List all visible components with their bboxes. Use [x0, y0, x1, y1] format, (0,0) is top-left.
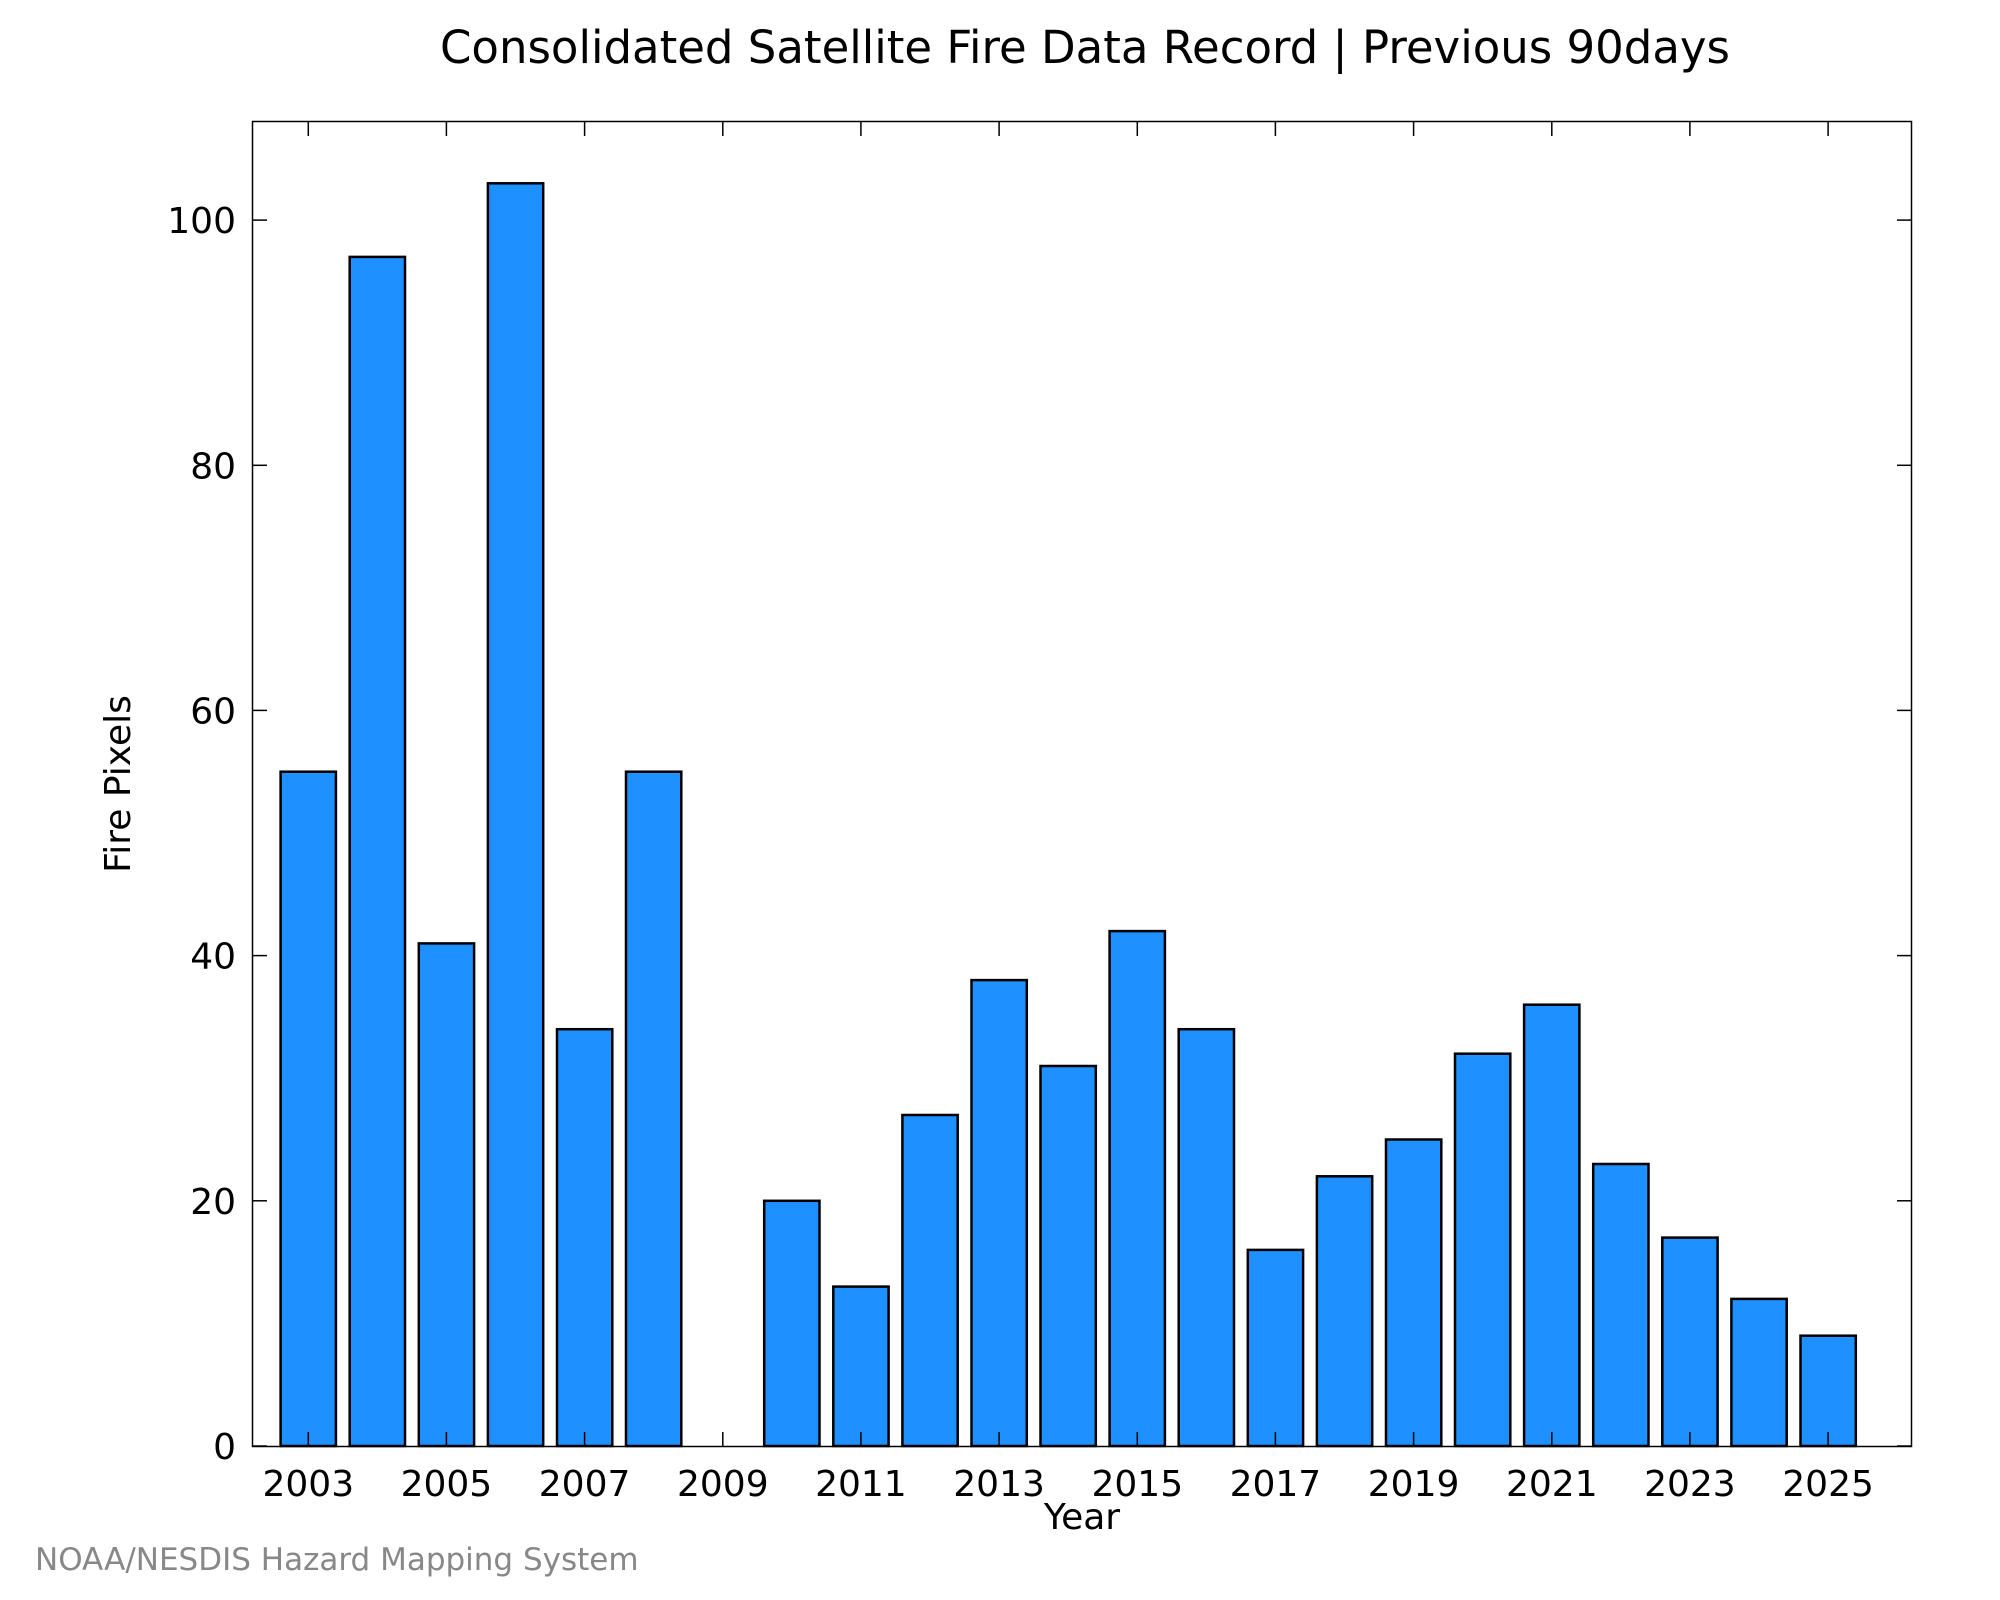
- bar-2010: [762, 1199, 821, 1448]
- y-tick-label-0: 0: [213, 1427, 236, 1468]
- bar-2021: [1522, 1003, 1581, 1448]
- x-tick-label-2005: 2005: [401, 1464, 493, 1505]
- y-tick-label-20: 20: [190, 1182, 236, 1223]
- chart-title: Consolidated Satellite Fire Data Record …: [440, 21, 1730, 74]
- bar-2016: [1177, 1027, 1236, 1448]
- y-tick-label-80: 80: [190, 446, 236, 487]
- bar-2011: [832, 1285, 890, 1448]
- x-tick-label-2025: 2025: [1782, 1464, 1874, 1505]
- x-tick-label-2017: 2017: [1230, 1464, 1322, 1505]
- bar-2018: [1315, 1175, 1374, 1448]
- source-note: NOAA/NESDIS Hazard Mapping System: [35, 1542, 639, 1578]
- bar-2024: [1730, 1297, 1788, 1448]
- x-tick-label-2015: 2015: [1091, 1464, 1183, 1505]
- bar-2014: [1039, 1064, 1098, 1448]
- x-tick-label-2013: 2013: [953, 1464, 1045, 1505]
- bars-group: [279, 182, 1858, 1448]
- ticks-group: [253, 122, 1911, 1447]
- y-tick-labels: 0 20 40 60 80 100: [167, 201, 236, 1468]
- bar-2015: [1108, 929, 1167, 1448]
- bar-2005: [417, 942, 476, 1448]
- y-axis-label: Fire Pixels: [98, 695, 139, 873]
- y-tick-label-60: 60: [190, 691, 236, 732]
- x-tick-label-2007: 2007: [539, 1464, 631, 1505]
- bar-2019: [1384, 1138, 1443, 1448]
- bar-2017: [1246, 1248, 1305, 1448]
- bar-2008: [624, 770, 683, 1448]
- x-axis-label: Year: [1043, 1497, 1120, 1538]
- x-tick-label-2011: 2011: [815, 1464, 907, 1505]
- bar-2022: [1591, 1162, 1650, 1448]
- x-tick-label-2021: 2021: [1506, 1464, 1598, 1505]
- x-tick-label-2003: 2003: [262, 1464, 354, 1505]
- bar-2020: [1453, 1052, 1512, 1448]
- bar-2025: [1799, 1334, 1858, 1448]
- bar-2004: [348, 255, 407, 1448]
- x-tick-label-2019: 2019: [1368, 1464, 1460, 1505]
- x-tick-labels: 2003 2005 2007 2009 2011 2013 2015 2017 2019 2021…: [262, 1464, 1873, 1505]
- y-tick-label-100: 100: [167, 201, 236, 242]
- bar-2013: [970, 978, 1029, 1448]
- bar-2023: [1661, 1236, 1719, 1448]
- x-tick-label-2009: 2009: [677, 1464, 769, 1505]
- bar-2007: [555, 1027, 614, 1448]
- bar-2003: [279, 770, 338, 1448]
- y-tick-label-40: 40: [190, 937, 236, 978]
- bar-2006: [486, 182, 545, 1448]
- x-tick-label-2023: 2023: [1644, 1464, 1736, 1505]
- bar-2012: [901, 1113, 959, 1448]
- plot-frame: [251, 120, 1913, 1448]
